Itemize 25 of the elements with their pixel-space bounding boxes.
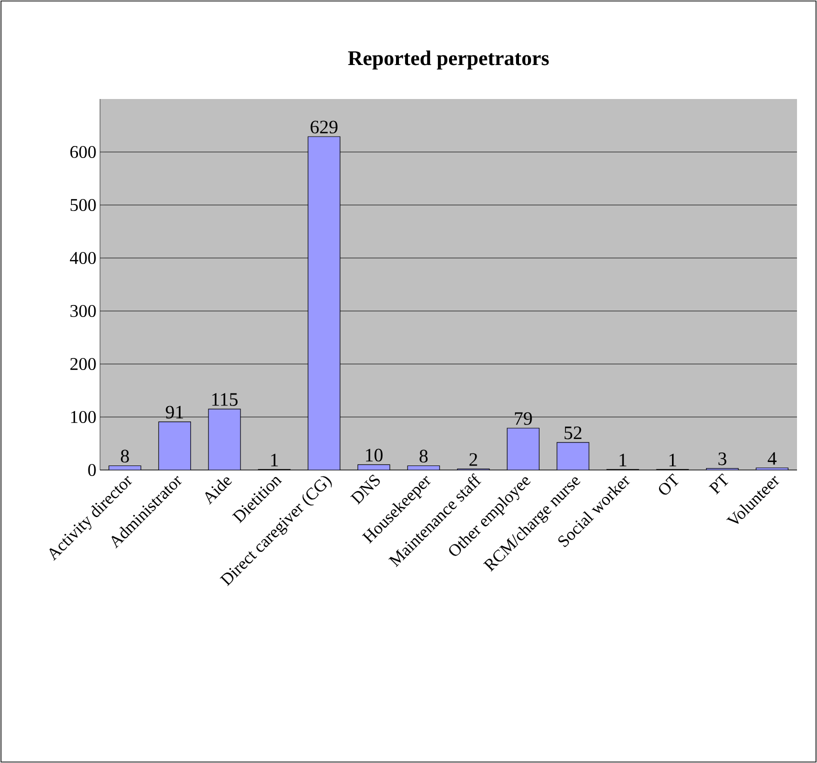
data-label: 1 [669, 454, 676, 466]
chart-title: Reported perpetrators [348, 50, 549, 70]
y-tick-label: 500 [70, 198, 96, 212]
data-label: 115 [212, 393, 238, 406]
x-tick-label: Aide [205, 477, 232, 505]
data-label: 79 [514, 412, 532, 425]
y-tick-label: 200 [70, 358, 96, 370]
data-label: 10 [366, 448, 383, 462]
data-label: 4 [768, 452, 777, 465]
x-tick-label: PT [708, 473, 728, 495]
data-label: 629 [310, 120, 338, 134]
data-label: 1 [620, 454, 626, 466]
y-tick-label: 400 [70, 252, 96, 264]
y-tick-label: 600 [70, 146, 96, 158]
data-label: 1 [271, 454, 278, 466]
data-label: 3 [718, 452, 726, 466]
data-label: 8 [420, 450, 428, 463]
data-label: 52 [564, 426, 582, 440]
data-label: 8 [120, 450, 129, 463]
y-tick-label: 0 [88, 464, 96, 476]
data-label: 2 [469, 453, 478, 466]
y-tick-label: 300 [70, 304, 96, 318]
x-tick-label: OT [659, 473, 679, 495]
y-tick-label: 100 [71, 410, 96, 424]
data-label: 91 [166, 406, 184, 419]
